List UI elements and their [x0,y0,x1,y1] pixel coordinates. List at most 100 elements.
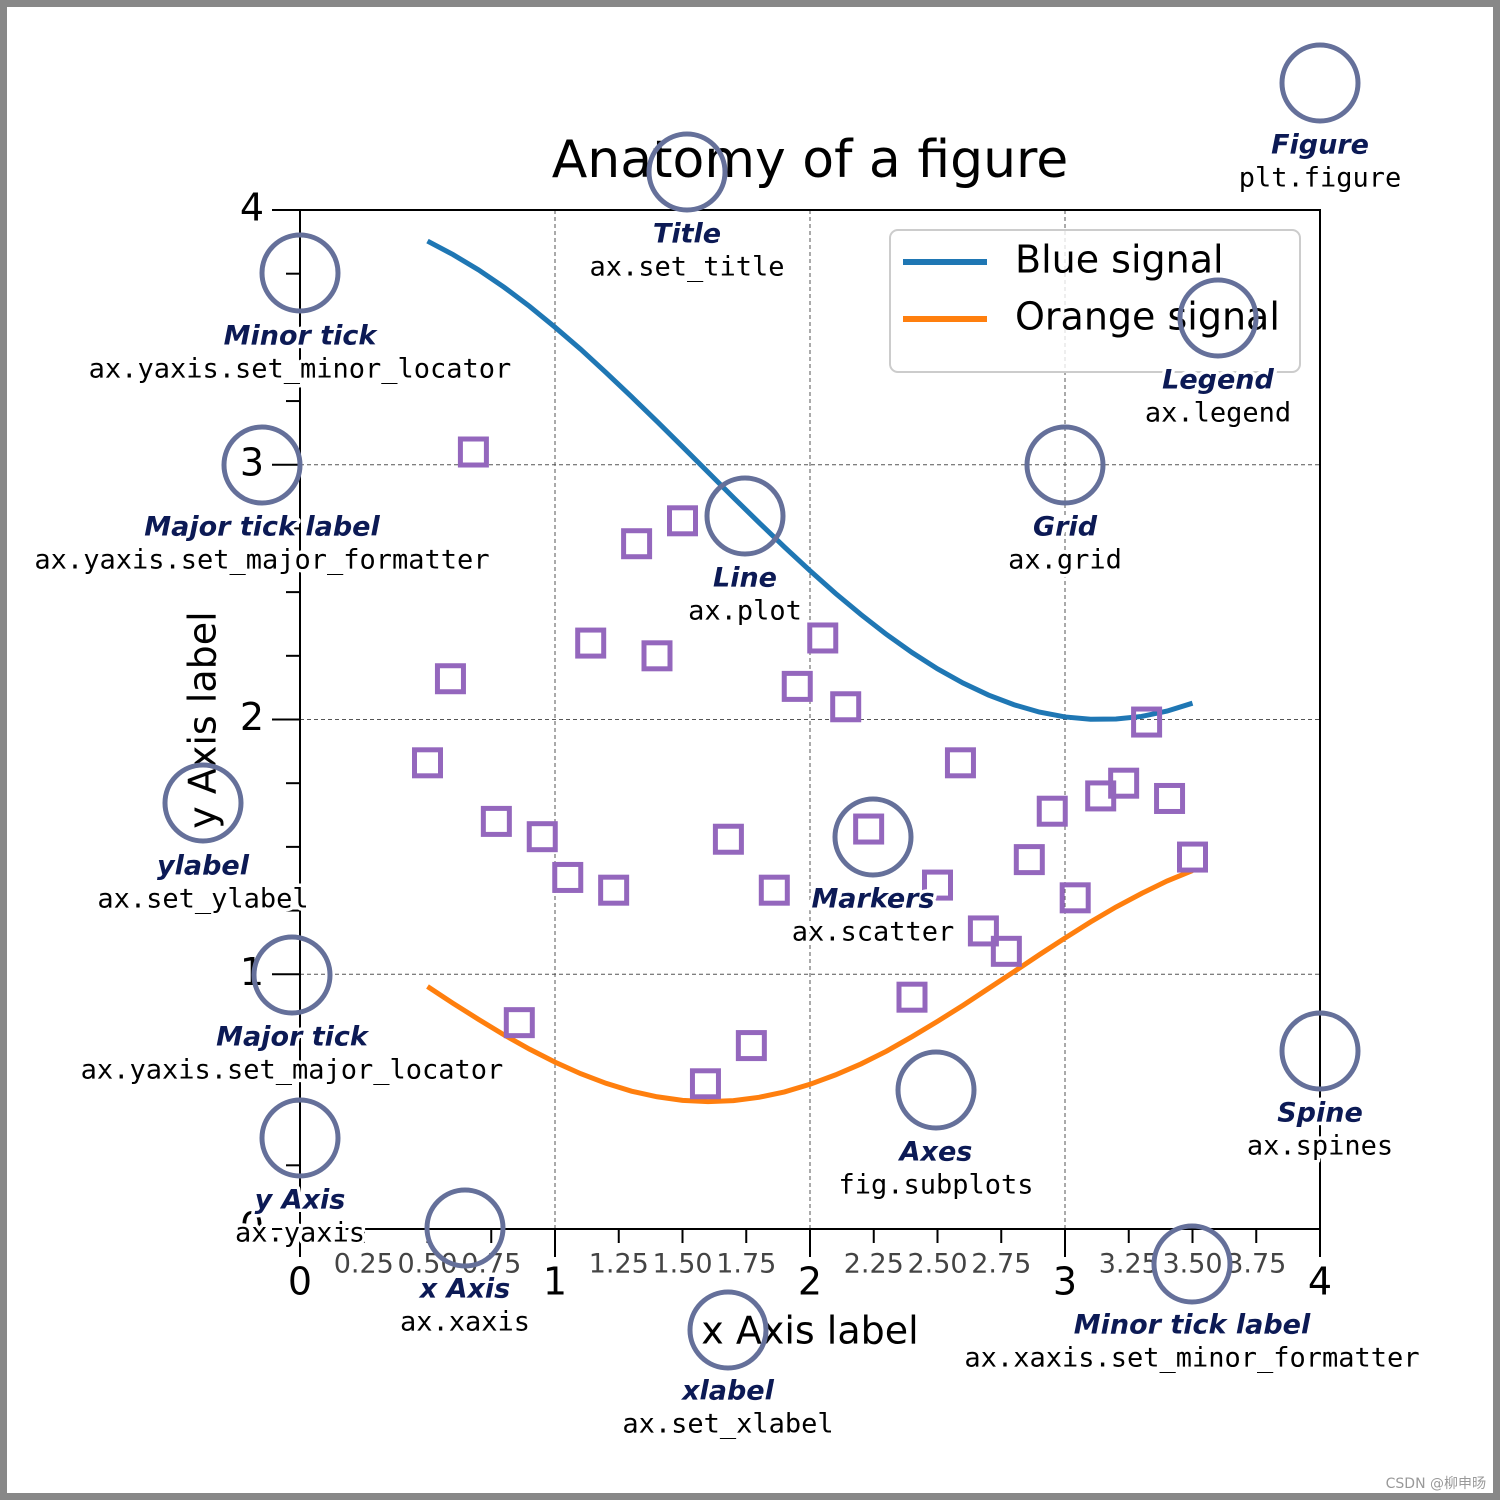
annotation-label: Figure [1271,130,1369,161]
x-minor-tick-label: 3.75 [1226,1249,1286,1280]
annotation-code: ax.scatter [792,917,955,948]
annotation-circle [221,424,303,506]
chart-title: Anatomy of a figure [552,130,1069,190]
annotation-circle [646,131,728,213]
marker [457,436,489,468]
marker [1059,882,1091,914]
marker [575,627,607,659]
annotation-label: Minor tick [224,321,379,352]
x-minor-tick-label: 2.75 [971,1249,1031,1280]
marker [667,505,698,537]
x-minor-tick-label: 1.50 [652,1249,712,1280]
annotation-label: Markers [811,884,934,915]
x-minor-tick-label: 1.25 [589,1249,649,1280]
annotation-circle [162,762,244,844]
marker [412,747,443,779]
annotation-circle [1177,277,1259,359]
y-tick-label: 2 [240,695,264,739]
marker [480,805,512,837]
marker [735,1030,767,1062]
marker [807,622,839,654]
y-tick-label: 0 [240,1205,264,1249]
annotation-code: plt.figure [1239,163,1402,194]
marker [1131,706,1163,738]
marker [434,663,466,695]
x-minor-tick-label: 3.25 [1099,1249,1159,1280]
x-minor-tick-label: 1.75 [716,1249,776,1280]
line-series [426,238,1194,722]
annotation-label: Axes [898,1137,973,1168]
y-tick-label: 4 [240,186,264,230]
marker [758,874,790,906]
annotation-label: x Axis [418,1274,510,1305]
x-minor-tick-label: 2.25 [844,1249,904,1280]
annotation-circle [895,1049,977,1131]
marker [1154,782,1186,814]
annotation-label: Major tick label [144,512,380,543]
annotation-label: Legend [1162,365,1274,396]
marker [922,869,953,901]
annotation-circle [1151,1223,1233,1305]
x-axis-label: x Axis label [701,1309,918,1353]
marker [990,935,1022,967]
annotation-circle [424,1187,506,1269]
legend-label: Blue signal [1015,238,1224,282]
x-minor-tick-label: 2.50 [907,1249,967,1280]
annotation-code: ax.legend [1145,398,1291,429]
x-minor-tick-label: 0.25 [334,1249,394,1280]
marker [967,915,999,947]
marker [503,1007,535,1039]
marker [781,670,813,702]
marker [896,981,928,1013]
annotation-circle [259,1097,341,1179]
annotation-circle [1279,1010,1361,1092]
x-tick-label: 4 [1308,1260,1332,1304]
y-tick-label: 3 [240,440,264,484]
marker [712,823,744,855]
annotation-code: ax.set_ylabel [97,884,308,915]
annotation-label: ylabel [157,851,250,882]
marker [689,1068,721,1100]
annotation-circle [251,934,333,1016]
annotation-label: Major tick [216,1022,370,1053]
marker [1177,841,1208,873]
annotation-label: y Axis [255,1185,346,1216]
annotation-code: ax.yaxis [235,1218,365,1249]
marker [944,747,976,779]
line-series [426,868,1194,1105]
annotation-label: Title [653,219,721,250]
watermark: CSDN @柳申旸 [1386,1475,1486,1492]
annotation-circle [1024,424,1106,506]
annotation-code: ax.spines [1247,1131,1393,1162]
marker [641,640,673,672]
annotation-code: ax.xaxis.set_minor_formatter [964,1343,1419,1374]
x-tick-label: 2 [798,1260,822,1304]
legend-label: Orange signal [1015,295,1280,339]
x-tick-label: 3 [1053,1260,1077,1304]
annotation-code: ax.xaxis [400,1307,530,1338]
legend-box [889,229,1301,373]
annotation-label: Spine [1277,1098,1363,1129]
annotation-circle [687,1289,769,1371]
marker [526,821,558,853]
x-tick-label: 1 [543,1260,567,1304]
marker [1108,767,1140,799]
marker [621,528,653,560]
annotation-label: Line [713,563,777,594]
marker [598,874,630,906]
annotation-code: ax.yaxis.set_major_formatter [34,545,489,576]
annotation-code: ax.yaxis.set_minor_locator [89,354,512,385]
annotation-label: Grid [1033,512,1098,543]
annotation-code: ax.set_title [589,252,784,283]
annotation-code: ax.set_xlabel [622,1409,833,1440]
marker [830,691,862,723]
annotation-circle [832,796,914,878]
annotation-label: xlabel [680,1376,775,1407]
marker [1013,844,1045,876]
annotation-code: ax.plot [688,596,802,627]
marker [1036,795,1068,827]
marker [853,813,885,845]
annotation-label: Minor tick label [1074,1310,1311,1341]
annotation-circle [704,475,786,557]
